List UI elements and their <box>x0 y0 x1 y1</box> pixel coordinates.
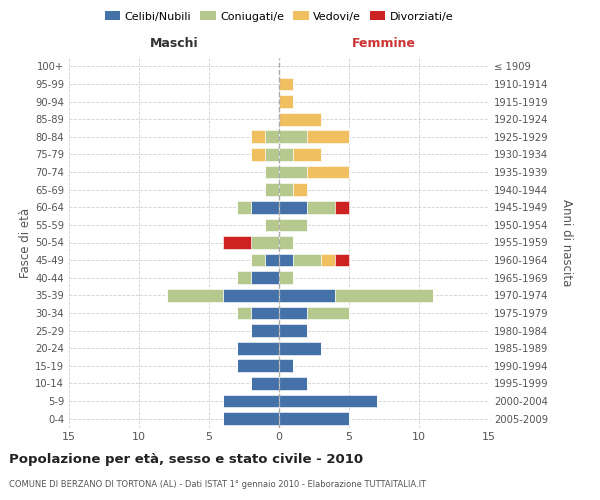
Bar <box>279 201 307 213</box>
Bar <box>279 412 349 425</box>
Bar <box>265 184 279 196</box>
Bar <box>279 342 321 354</box>
Bar <box>265 130 279 143</box>
Bar <box>335 201 349 213</box>
Bar <box>237 306 251 320</box>
Bar <box>279 324 307 337</box>
Bar <box>251 201 279 213</box>
Bar <box>307 166 349 178</box>
Bar <box>279 113 321 126</box>
Bar <box>335 289 433 302</box>
Bar <box>251 377 279 390</box>
Bar <box>251 236 279 249</box>
Bar <box>279 78 293 90</box>
Bar <box>279 95 293 108</box>
Bar <box>279 306 307 320</box>
Bar <box>279 360 293 372</box>
Bar <box>265 254 279 266</box>
Bar <box>237 360 279 372</box>
Text: COMUNE DI BERZANO DI TORTONA (AL) - Dati ISTAT 1° gennaio 2010 - Elaborazione TU: COMUNE DI BERZANO DI TORTONA (AL) - Dati… <box>9 480 426 489</box>
Bar <box>279 148 293 160</box>
Bar <box>321 254 335 266</box>
Bar <box>265 148 279 160</box>
Bar <box>307 201 335 213</box>
Bar <box>293 148 321 160</box>
Bar <box>293 254 321 266</box>
Bar <box>265 166 279 178</box>
Bar <box>167 289 223 302</box>
Bar <box>279 236 293 249</box>
Bar <box>293 184 307 196</box>
Y-axis label: Fasce di età: Fasce di età <box>19 208 32 278</box>
Bar <box>237 272 251 284</box>
Bar <box>307 306 349 320</box>
Legend: Celibi/Nubili, Coniugati/e, Vedovi/e, Divorziati/e: Celibi/Nubili, Coniugati/e, Vedovi/e, Di… <box>100 6 458 26</box>
Bar <box>251 130 265 143</box>
Bar <box>335 254 349 266</box>
Bar <box>237 201 251 213</box>
Bar <box>279 130 307 143</box>
Bar <box>251 324 279 337</box>
Bar <box>279 184 293 196</box>
Bar <box>223 412 279 425</box>
Bar <box>251 272 279 284</box>
Bar <box>279 394 377 407</box>
Text: Femmine: Femmine <box>352 38 416 51</box>
Bar <box>251 306 279 320</box>
Bar <box>279 218 307 231</box>
Bar <box>223 289 279 302</box>
Bar <box>237 342 279 354</box>
Bar <box>279 254 293 266</box>
Text: Maschi: Maschi <box>149 38 199 51</box>
Bar <box>223 394 279 407</box>
Y-axis label: Anni di nascita: Anni di nascita <box>560 199 572 286</box>
Bar <box>307 130 349 143</box>
Bar <box>223 236 251 249</box>
Bar <box>279 289 335 302</box>
Bar <box>279 272 293 284</box>
Bar <box>251 254 265 266</box>
Text: Popolazione per età, sesso e stato civile - 2010: Popolazione per età, sesso e stato civil… <box>9 452 363 466</box>
Bar <box>265 218 279 231</box>
Bar <box>251 148 265 160</box>
Bar <box>279 166 307 178</box>
Bar <box>279 377 307 390</box>
